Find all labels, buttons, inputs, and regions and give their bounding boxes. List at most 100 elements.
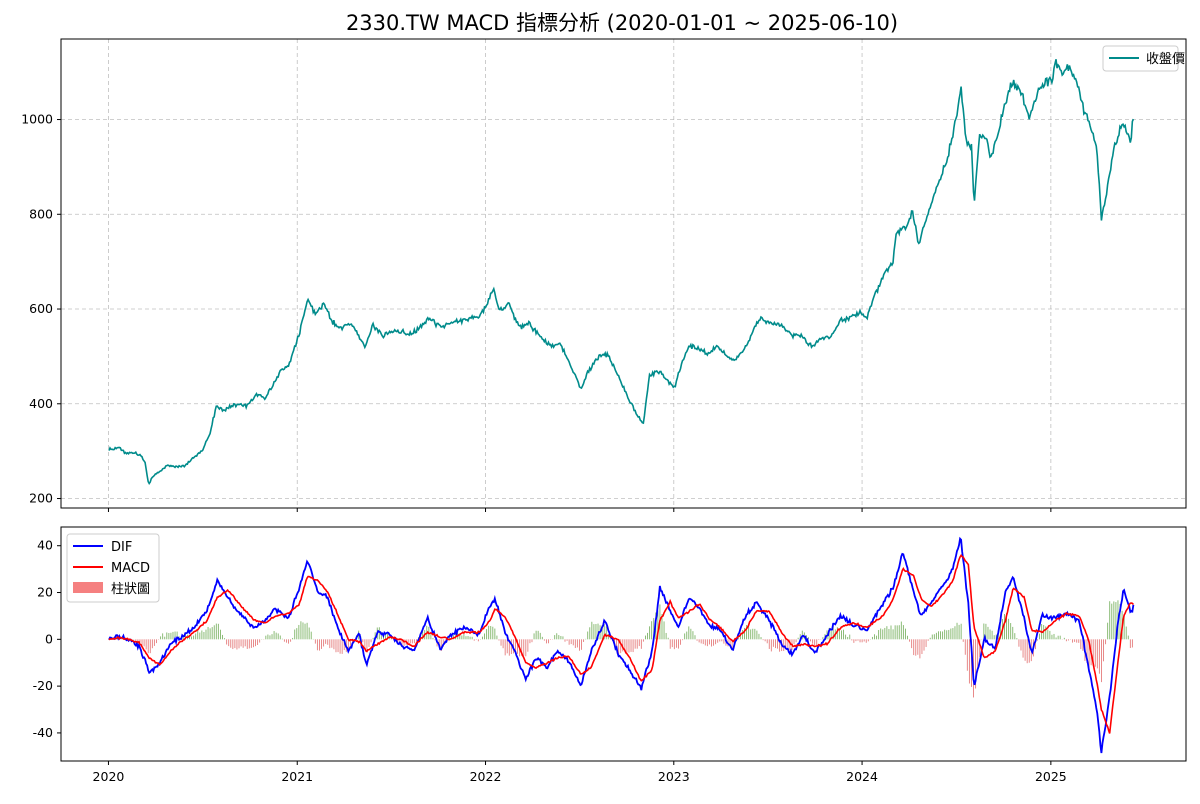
- histogram-bar: [909, 639, 910, 641]
- histogram-bar: [482, 637, 483, 640]
- histogram-bar: [886, 626, 887, 639]
- price-legend-label: 收盤價: [1146, 52, 1185, 67]
- histogram-bar: [1095, 639, 1096, 666]
- histogram-bar: [882, 629, 883, 639]
- histogram-bar: [814, 639, 815, 645]
- histogram-bar: [717, 639, 718, 642]
- histogram-bar: [1103, 639, 1104, 661]
- histogram-bar: [643, 639, 644, 641]
- histogram-bar: [331, 639, 332, 647]
- histogram-bar: [257, 639, 258, 645]
- histogram-bar: [1037, 639, 1038, 640]
- macd-x-tick-label: 2025: [1035, 769, 1067, 784]
- histogram-bar: [329, 639, 330, 648]
- histogram-bar: [1021, 639, 1022, 650]
- histogram-bar: [593, 624, 594, 639]
- histogram-bar: [249, 639, 250, 648]
- histogram-bar: [851, 639, 852, 640]
- histogram-bar: [534, 633, 535, 639]
- histogram-bar: [1016, 638, 1017, 639]
- histogram-bar: [913, 639, 914, 655]
- histogram-bar: [670, 639, 671, 648]
- histogram-bar: [967, 639, 968, 670]
- histogram-bar: [777, 639, 778, 648]
- histogram-bar: [684, 633, 685, 639]
- histogram-bar: [955, 626, 956, 639]
- histogram-bar: [678, 639, 679, 648]
- histogram-bar: [325, 639, 326, 644]
- histogram-bar: [220, 630, 221, 640]
- histogram-bar: [637, 639, 638, 648]
- histogram-bar: [560, 636, 561, 639]
- histogram-bar: [430, 634, 431, 639]
- histogram-bar: [818, 639, 819, 640]
- histogram-bar: [579, 639, 580, 650]
- histogram-bar: [1054, 634, 1055, 639]
- histogram-bar: [701, 639, 702, 643]
- histogram-bar: [333, 639, 334, 649]
- histogram-bar: [1051, 635, 1052, 640]
- histogram-bar: [338, 639, 339, 652]
- macd-line: [109, 555, 1133, 733]
- histogram-bar: [499, 639, 500, 640]
- legend-dif-label: DIF: [111, 540, 132, 555]
- histogram-bar: [486, 629, 487, 639]
- histogram-bar: [930, 638, 931, 640]
- histogram-bar: [783, 639, 784, 651]
- histogram-bar: [1023, 639, 1024, 657]
- histogram-bar: [529, 639, 530, 643]
- histogram-bars: [109, 600, 1133, 697]
- histogram-bar: [1049, 631, 1050, 639]
- histogram-bar: [940, 631, 941, 639]
- histogram-bar: [193, 636, 194, 640]
- macd-x-tick-label: 2023: [658, 769, 690, 784]
- histogram-bar: [488, 626, 489, 639]
- histogram-bar: [548, 639, 549, 643]
- histogram-bar: [470, 637, 471, 640]
- histogram-bar: [556, 633, 557, 639]
- histogram-bar: [290, 639, 291, 641]
- histogram-bar: [928, 639, 929, 640]
- histogram-bar: [1004, 614, 1005, 639]
- histogram-bar: [280, 636, 281, 640]
- histogram-bar: [1047, 630, 1048, 640]
- histogram-bar: [201, 630, 202, 639]
- histogram-bar: [822, 637, 823, 639]
- histogram-bar: [957, 623, 958, 640]
- histogram-bar: [286, 639, 287, 642]
- price-panel-frame: [61, 39, 1186, 508]
- histogram-bar: [544, 639, 545, 640]
- histogram-bar: [849, 635, 850, 640]
- histogram-bar: [917, 639, 918, 654]
- histogram-bar: [703, 639, 704, 644]
- histogram-bar: [899, 625, 900, 639]
- histogram-bar: [466, 636, 467, 639]
- histogram-bar: [761, 637, 762, 639]
- histogram-bar: [527, 639, 528, 651]
- histogram-bar: [773, 639, 774, 646]
- histogram-bar: [575, 639, 576, 648]
- histogram-bar: [596, 624, 597, 639]
- histogram-bar: [245, 639, 246, 646]
- histogram-bar: [315, 639, 316, 643]
- histogram-bar: [232, 639, 233, 649]
- histogram-bar: [1010, 623, 1011, 639]
- histogram-bar: [373, 638, 374, 639]
- histogram-bar: [408, 639, 409, 643]
- histogram-bar: [554, 635, 555, 639]
- histogram-bar: [1072, 639, 1073, 642]
- histogram-bar: [1025, 639, 1026, 660]
- histogram-bar: [435, 639, 436, 640]
- histogram-bar: [699, 639, 700, 642]
- histogram-bar: [1060, 636, 1061, 640]
- histogram-bar: [228, 639, 229, 646]
- histogram-bar: [948, 630, 949, 639]
- histogram-bar: [542, 637, 543, 639]
- price-grid: [61, 39, 1186, 508]
- macd-panel-frame: [61, 527, 1186, 761]
- histogram-bar: [812, 639, 813, 643]
- histogram-bar: [461, 635, 462, 639]
- histogram-bar: [490, 626, 491, 639]
- histogram-bar: [247, 639, 248, 649]
